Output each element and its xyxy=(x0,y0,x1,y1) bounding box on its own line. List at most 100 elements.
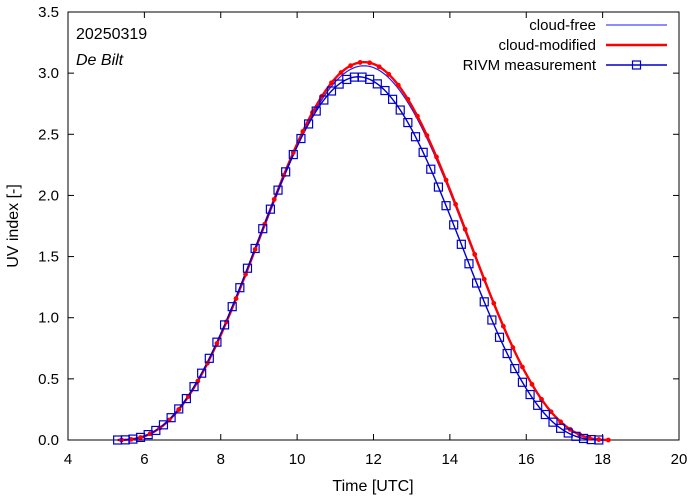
data-point-rivm-measurement xyxy=(311,106,321,116)
y-tick-label: 1.5 xyxy=(38,249,59,266)
data-point-cloud-modified xyxy=(338,70,344,75)
data-point-cloud-modified xyxy=(434,154,439,160)
data-point-rivm-measurement xyxy=(219,320,230,330)
data-point-cloud-modified xyxy=(271,196,277,202)
data-point-rivm-measurement xyxy=(456,239,466,249)
data-point-rivm-measurement xyxy=(395,105,405,115)
data-point-rivm-measurement xyxy=(158,420,169,430)
data-point-cloud-modified xyxy=(176,407,182,412)
data-point-cloud-modified xyxy=(252,246,258,252)
data-point-cloud-modified xyxy=(348,63,353,69)
data-point-rivm-measurement xyxy=(548,417,558,427)
y-axis-label: UV index [-] xyxy=(5,184,22,268)
data-point-rivm-measurement xyxy=(372,79,382,89)
data-point-cloud-modified xyxy=(481,276,487,282)
data-point-rivm-measurement xyxy=(212,337,222,347)
data-point-rivm-measurement xyxy=(533,400,543,410)
data-point-cloud-modified xyxy=(386,71,392,77)
data-point-cloud-modified xyxy=(596,437,602,442)
data-point-cloud-modified xyxy=(367,60,373,66)
legend-label-measurement: RIVM measurement xyxy=(463,57,597,74)
data-point-cloud-modified xyxy=(510,345,516,350)
x-tick-label: 8 xyxy=(217,451,225,468)
data-point-cloud-modified xyxy=(415,113,420,119)
series-layer xyxy=(113,60,611,445)
data-point-cloud-modified xyxy=(290,150,296,155)
data-point-rivm-measurement xyxy=(334,79,344,89)
data-point-rivm-measurement xyxy=(288,149,298,160)
x-axis-label: Time [UTC] xyxy=(332,478,413,495)
data-point-rivm-measurement xyxy=(227,302,237,312)
x-tick-label: 12 xyxy=(365,451,382,468)
data-point-cloud-modified xyxy=(424,133,430,138)
data-point-rivm-measurement xyxy=(189,382,199,392)
data-point-cloud-modified xyxy=(520,364,525,370)
data-point-cloud-modified xyxy=(558,419,564,425)
data-point-rivm-measurement xyxy=(487,315,497,325)
data-point-rivm-measurement xyxy=(242,263,253,273)
date-annotation: 20250319 xyxy=(76,26,147,43)
data-point-cloud-modified xyxy=(357,60,363,65)
x-tick-label: 6 xyxy=(140,451,148,468)
data-point-cloud-modified xyxy=(491,300,497,306)
data-point-cloud-modified xyxy=(233,296,239,301)
y-tick-label: 0.0 xyxy=(38,432,59,449)
data-point-rivm-measurement xyxy=(204,353,214,363)
data-point-cloud-modified xyxy=(138,435,143,440)
data-point-rivm-measurement xyxy=(235,283,245,293)
data-point-rivm-measurement xyxy=(433,182,444,192)
data-point-cloud-modified xyxy=(243,271,248,277)
data-point-rivm-measurement xyxy=(387,94,398,104)
x-tick-label: 20 xyxy=(671,451,688,468)
data-point-rivm-measurement xyxy=(181,393,191,404)
x-tick-label: 4 xyxy=(64,451,72,468)
data-point-cloud-modified xyxy=(539,396,544,402)
data-point-cloud-modified xyxy=(214,341,220,346)
data-point-rivm-measurement xyxy=(540,409,550,420)
data-point-rivm-measurement xyxy=(494,332,505,342)
legend-marker-measurement xyxy=(631,60,642,70)
data-point-rivm-measurement xyxy=(166,413,176,423)
data-point-cloud-modified xyxy=(462,226,468,232)
data-point-cloud-modified xyxy=(395,82,401,88)
data-point-cloud-modified xyxy=(453,201,459,207)
data-point-rivm-measurement xyxy=(281,167,291,177)
data-point-rivm-measurement xyxy=(479,297,489,307)
data-point-cloud-modified xyxy=(472,251,478,257)
data-point-rivm-measurement xyxy=(464,259,474,269)
x-tick-label: 18 xyxy=(594,451,611,468)
data-point-rivm-measurement xyxy=(296,133,306,144)
legend-label-cloud-free: cloud-free xyxy=(529,17,596,34)
data-point-rivm-measurement xyxy=(403,117,413,128)
y-tick-label: 2.5 xyxy=(38,126,59,143)
data-point-cloud-modified xyxy=(376,64,382,70)
y-tick-label: 1.0 xyxy=(38,310,59,327)
data-point-rivm-measurement xyxy=(449,220,459,230)
y-tick-label: 3.5 xyxy=(38,4,59,21)
data-point-rivm-measurement xyxy=(265,204,275,214)
data-point-cloud-modified xyxy=(443,177,449,183)
data-point-rivm-measurement xyxy=(418,147,428,157)
data-point-rivm-measurement xyxy=(525,389,535,400)
station-annotation: De Bilt xyxy=(76,52,124,69)
x-tick-label: 16 xyxy=(518,451,535,468)
data-point-rivm-measurement xyxy=(502,348,512,359)
data-point-cloud-modified xyxy=(529,381,535,387)
y-tick-label: 3.0 xyxy=(38,65,59,82)
data-point-rivm-measurement xyxy=(326,86,337,96)
legend: cloud-free cloud-modified RIVM measureme… xyxy=(463,17,667,74)
data-point-cloud-modified xyxy=(300,129,306,134)
data-point-rivm-measurement xyxy=(303,119,314,129)
data-point-rivm-measurement xyxy=(197,368,207,378)
data-point-rivm-measurement xyxy=(472,278,482,288)
x-tick-label: 10 xyxy=(289,451,306,468)
data-point-rivm-measurement xyxy=(426,164,436,174)
data-point-rivm-measurement xyxy=(556,423,566,433)
data-point-rivm-measurement xyxy=(441,201,451,211)
legend-label-cloud-modified: cloud-modified xyxy=(498,37,596,54)
y-tick-label: 0.5 xyxy=(38,371,59,388)
data-point-rivm-measurement xyxy=(319,95,329,105)
data-point-rivm-measurement xyxy=(380,85,390,96)
data-point-rivm-measurement xyxy=(250,243,260,254)
